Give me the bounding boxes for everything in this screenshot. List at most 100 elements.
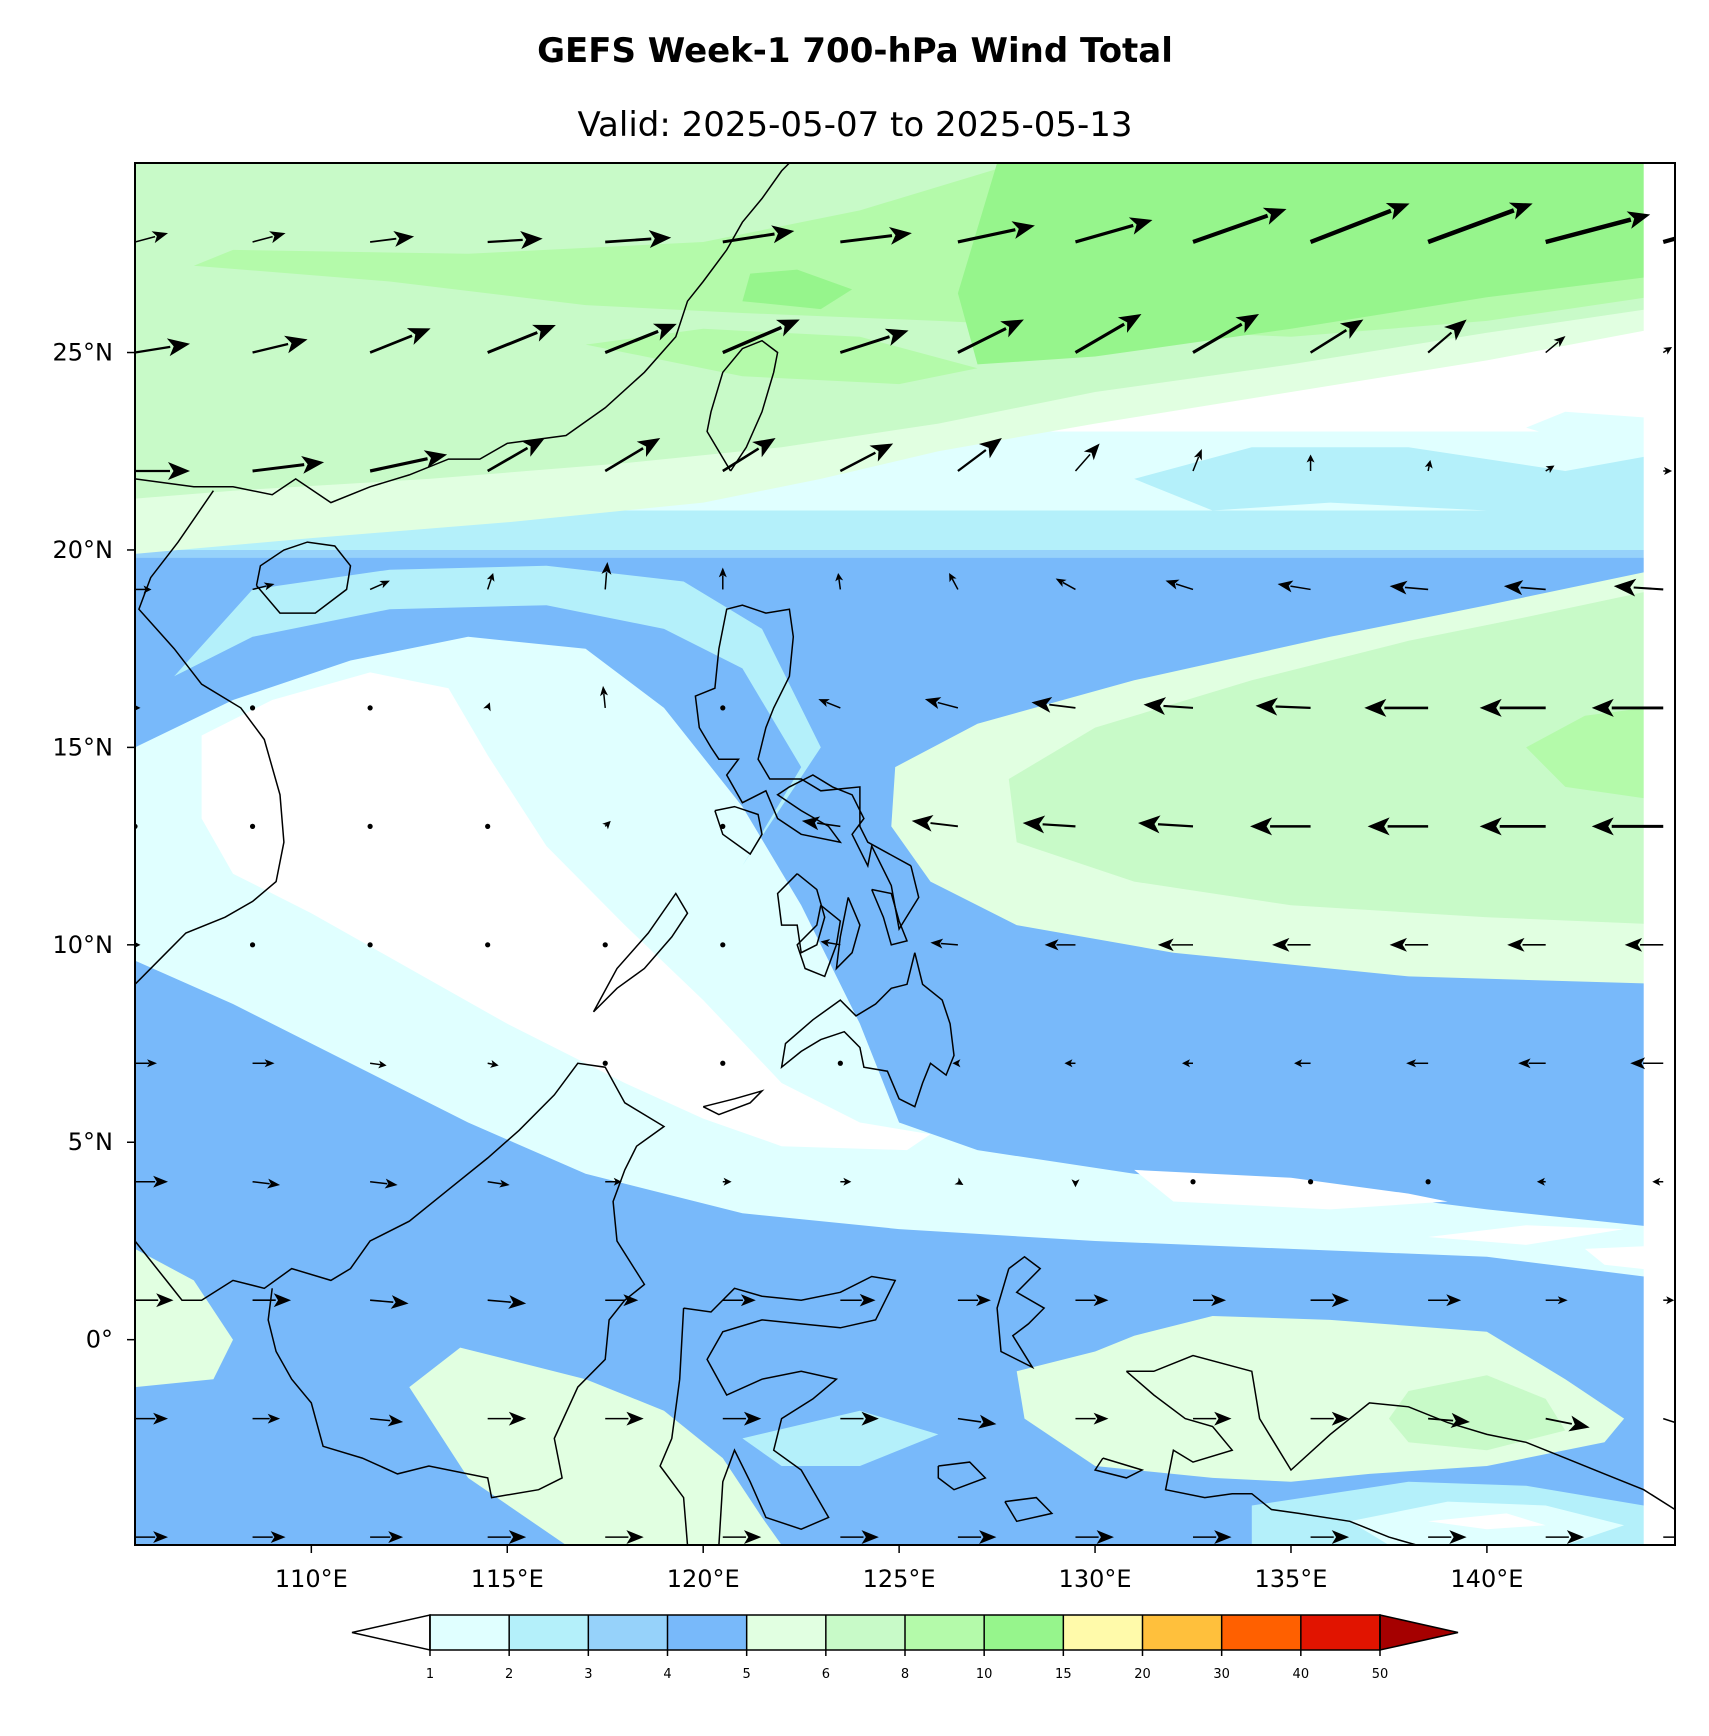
wind-arrow — [135, 705, 141, 711]
wind-arrow-head — [264, 1059, 275, 1068]
wind-arrow-head — [1545, 465, 1555, 474]
wind-arrow — [840, 1177, 852, 1186]
coastline-8 — [1126, 1354, 1675, 1511]
wind-arrow — [135, 231, 168, 244]
coastline-15 — [835, 897, 861, 971]
wind-arrow-head — [1624, 937, 1643, 952]
wind-arrow — [1310, 1530, 1350, 1545]
wind-arrow — [1074, 314, 1142, 354]
wind-arrow — [1479, 817, 1546, 836]
wind-arrow — [1662, 347, 1673, 355]
wind-arrow — [135, 1175, 168, 1188]
wind-arrow-head — [1272, 937, 1290, 952]
wind-arrow — [911, 815, 959, 832]
wind-arrow — [957, 437, 1002, 472]
wind-arrow — [1427, 202, 1533, 245]
wind-arrow-head — [1255, 697, 1278, 716]
wind-arrow — [487, 1295, 527, 1309]
wind-arrow — [1545, 465, 1555, 474]
coastline-11 — [714, 805, 763, 856]
coastline-18 — [702, 1089, 765, 1116]
wind-arrow — [252, 1413, 281, 1424]
wind-arrow-head — [1250, 817, 1273, 836]
wind-arrow — [1428, 1530, 1467, 1545]
wind-arrow — [1272, 937, 1311, 952]
wind-calm-dot — [1425, 1179, 1431, 1185]
wind-arrow-head — [1214, 1530, 1232, 1545]
wind-arrow-head — [1444, 319, 1467, 341]
coastline-1 — [255, 541, 352, 614]
wind-arrow — [1310, 1293, 1350, 1308]
wind-arrow — [370, 1060, 387, 1069]
wind-arrow — [1074, 443, 1100, 472]
wind-arrow-head — [384, 1178, 398, 1189]
wind-arrow-head — [1339, 319, 1364, 339]
wind-arrow — [252, 1178, 281, 1189]
wind-arrow — [722, 1294, 756, 1307]
wind-arrow — [370, 1178, 398, 1189]
colorbar-segment — [1142, 1615, 1222, 1650]
lon-tick-label: 110°E — [275, 1565, 348, 1593]
wind-arrow — [1255, 697, 1311, 716]
shading-north-10-1 — [585, 328, 978, 385]
wind-arrow — [1157, 938, 1194, 952]
colorbar-segment — [430, 1615, 510, 1650]
wind-arrow-head — [166, 338, 190, 357]
coastline-12 — [592, 892, 689, 1013]
wind-calm-dot — [837, 1060, 843, 1066]
wind-arrow — [1193, 1411, 1232, 1426]
shading-sc-0-1 — [1134, 1169, 1448, 1210]
wind-arrow — [1424, 459, 1433, 472]
wind-arrow-head — [924, 697, 942, 710]
shading-sc-0-0 — [201, 672, 931, 1151]
coastline-2 — [706, 339, 779, 472]
coastline-5 — [683, 1275, 897, 1545]
lat-tick-label: 0° — [86, 1326, 113, 1354]
wind-arrow — [370, 1414, 404, 1427]
wind-arrow — [135, 1059, 157, 1068]
wind-arrow — [835, 572, 844, 590]
wind-arrow — [1591, 698, 1664, 717]
wind-arrow-head — [601, 561, 612, 575]
colorbar-segment — [667, 1615, 747, 1650]
wind-arrow — [839, 443, 894, 473]
wind-arrow-head — [532, 324, 556, 342]
wind-arrow — [600, 685, 608, 708]
wind-arrow — [370, 231, 415, 247]
wind-arrow — [1192, 314, 1260, 354]
wind-arrow-head — [602, 820, 611, 830]
wind-arrow-head — [600, 685, 608, 697]
wind-arrow-head — [1262, 207, 1287, 225]
colorbar-tick-label: 2 — [505, 1667, 513, 1682]
wind-arrow-head — [388, 1531, 404, 1544]
wind-arrow-head — [147, 1059, 157, 1068]
wind-arrow-head — [1143, 697, 1167, 715]
wind-arrow-head — [1630, 1057, 1646, 1070]
wind-arrow-head — [743, 1530, 762, 1545]
wind-arrow — [1545, 1530, 1585, 1545]
lat-tick-label: 15°N — [53, 733, 114, 761]
wind-arrow-head — [1566, 1530, 1585, 1545]
wind-arrow — [252, 1059, 275, 1068]
wind-calm-dot — [602, 942, 608, 948]
wind-arrow — [722, 1530, 762, 1545]
wind-arrow-head — [1157, 938, 1174, 952]
wind-arrow-head — [1449, 1530, 1467, 1545]
wind-arrow — [1022, 815, 1076, 834]
wind-arrow — [601, 561, 612, 590]
wind-arrow — [602, 820, 611, 830]
wind-arrow — [957, 1530, 997, 1545]
wind-arrow-head — [1331, 1293, 1350, 1308]
wind-arrow-head — [390, 1295, 409, 1309]
wind-arrow-head — [1385, 203, 1410, 220]
wind-arrow-head — [1677, 1419, 1691, 1429]
wind-calm-dot — [249, 705, 256, 711]
wind-calm-dot — [720, 823, 726, 829]
coastline-3 — [135, 490, 285, 985]
wind-arrow-head — [1331, 1530, 1350, 1545]
wind-arrow — [1389, 937, 1429, 952]
wind-arrow — [487, 1411, 527, 1426]
wind-arrow-head — [776, 319, 800, 337]
wind-arrow — [605, 230, 672, 249]
wind-arrow — [839, 328, 909, 354]
